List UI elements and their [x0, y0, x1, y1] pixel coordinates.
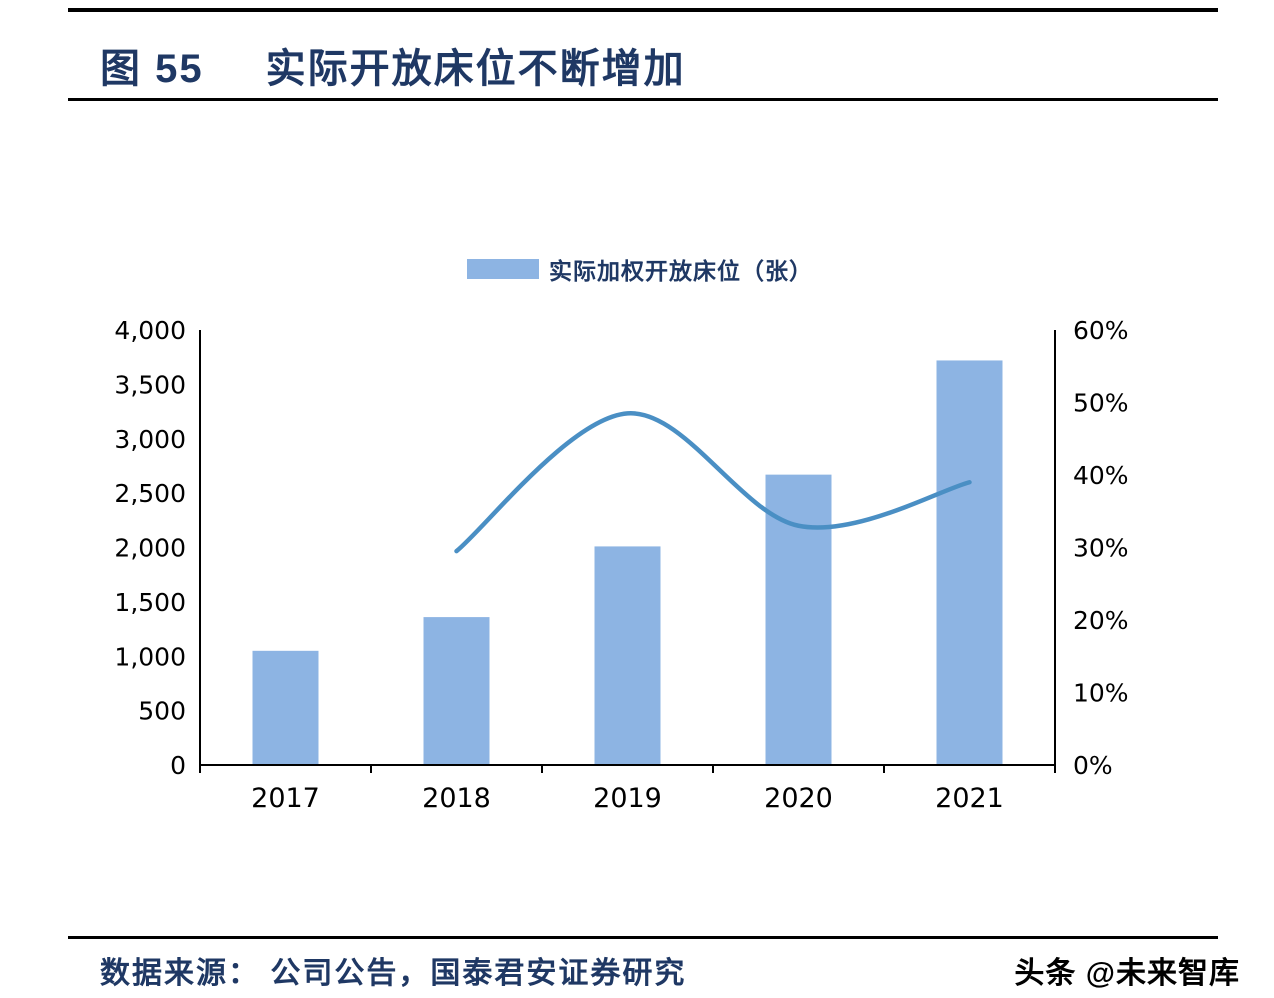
x-axis-tick-label: 2017	[251, 783, 320, 814]
legend-label: 实际加权开放床位（张）	[549, 258, 813, 284]
chart-legend: 实际加权开放床位（张）	[90, 252, 1190, 286]
y-axis-tick-label: 0	[170, 751, 186, 780]
footer-rule	[68, 936, 1218, 939]
y-axis-tick-label: 3,000	[114, 425, 186, 454]
figure-title: 图 55 实际开放床位不断增加	[100, 36, 686, 94]
secondary-y-axis-tick-label: 20%	[1073, 606, 1129, 635]
header-top-rule	[68, 8, 1218, 12]
figure-title-text: 实际开放床位不断增加	[265, 47, 686, 91]
data-source-text: 数据来源： 公司公告，国泰君安证券研究	[100, 957, 687, 990]
bar-2018	[423, 617, 490, 765]
header-bottom-rule	[68, 98, 1218, 101]
secondary-y-axis-tick-label: 0%	[1073, 751, 1113, 780]
y-axis-tick-label: 500	[138, 697, 186, 726]
legend-swatch-icon	[467, 259, 539, 279]
bar-2020	[765, 474, 832, 765]
y-axis-tick-label: 4,000	[114, 316, 186, 345]
watermark-text: 头条 @未来智库	[1014, 957, 1240, 990]
secondary-y-axis-tick-label: 10%	[1073, 679, 1129, 708]
growth-rate-line	[454, 411, 972, 554]
chart-canvas: 0 500 1,000 1,500 2,000 2,500 3,000 3,500 4,000 0…	[114, 316, 1129, 814]
bar-2019	[594, 546, 661, 765]
y-axis-tick-label: 2,000	[114, 534, 186, 563]
secondary-y-axis-tick-label: 40%	[1073, 461, 1129, 490]
bar-2017	[252, 650, 319, 765]
x-axis-tick-label: 2020	[764, 783, 833, 814]
y-axis-tick-label: 2,500	[114, 479, 186, 508]
secondary-y-axis-tick-label: 50%	[1073, 389, 1129, 418]
secondary-y-axis-tick-label: 60%	[1073, 316, 1129, 345]
x-axis-tick-label: 2021	[935, 783, 1004, 814]
x-axis-tick-label: 2019	[593, 783, 662, 814]
y-axis-tick-label: 1,000	[114, 642, 186, 671]
figure-number: 图 55	[100, 47, 204, 91]
footer: 数据来源： 公司公告，国泰君安证券研究 头条 @未来智库	[0, 948, 1274, 994]
bar-2021	[936, 360, 1003, 765]
x-axis-tick-label: 2018	[422, 783, 491, 814]
y-axis-tick-label: 3,500	[114, 370, 186, 399]
secondary-y-axis-tick-label: 30%	[1073, 534, 1129, 563]
y-axis-tick-label: 1,500	[114, 588, 186, 617]
